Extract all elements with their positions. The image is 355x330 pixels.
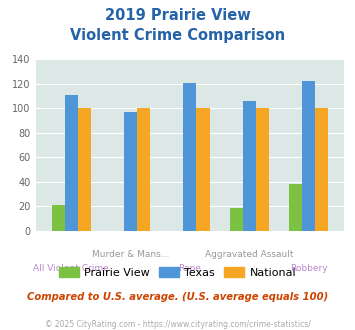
Bar bbox=[302, 82, 315, 231]
Text: Violent Crime Comparison: Violent Crime Comparison bbox=[70, 28, 285, 43]
Text: © 2025 CityRating.com - https://www.cityrating.com/crime-statistics/: © 2025 CityRating.com - https://www.city… bbox=[45, 320, 310, 329]
Text: Aggravated Assault: Aggravated Assault bbox=[205, 250, 294, 259]
Bar bbox=[124, 112, 137, 231]
Text: All Violent Crime: All Violent Crime bbox=[33, 264, 109, 273]
Bar bbox=[289, 184, 302, 231]
Bar bbox=[51, 205, 65, 231]
Bar bbox=[65, 95, 78, 231]
Text: Compared to U.S. average. (U.S. average equals 100): Compared to U.S. average. (U.S. average … bbox=[27, 292, 328, 302]
Text: Rape: Rape bbox=[179, 264, 201, 273]
Bar bbox=[78, 109, 91, 231]
Bar bbox=[184, 83, 196, 231]
Bar bbox=[196, 109, 209, 231]
Bar bbox=[243, 101, 256, 231]
Text: 2019 Prairie View: 2019 Prairie View bbox=[105, 8, 250, 23]
Bar bbox=[256, 109, 269, 231]
Bar bbox=[230, 208, 243, 231]
Bar bbox=[315, 109, 328, 231]
Text: Murder & Mans...: Murder & Mans... bbox=[92, 250, 169, 259]
Legend: Prairie View, Texas, National: Prairie View, Texas, National bbox=[54, 263, 301, 282]
Bar bbox=[137, 109, 150, 231]
Text: Robbery: Robbery bbox=[290, 264, 328, 273]
